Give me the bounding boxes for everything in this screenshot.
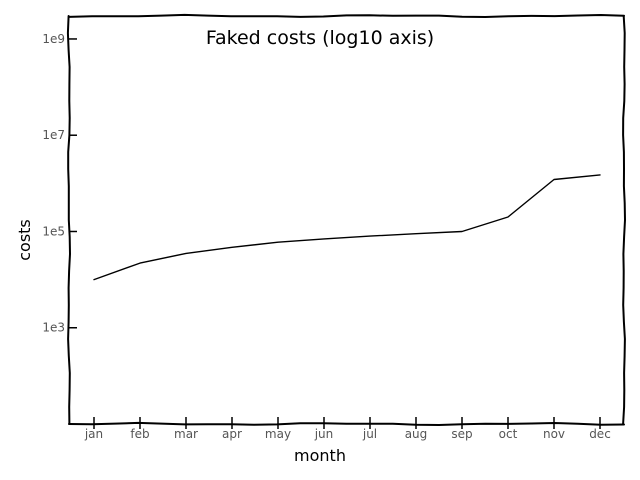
series-line — [93, 174, 601, 281]
x-tick-label: jan — [84, 427, 103, 441]
axes-frame-bottom — [68, 421, 625, 426]
x-tick-label: jul — [362, 427, 377, 441]
x-tick-label: aug — [405, 427, 428, 441]
chart-title: Faked costs (log10 axis) — [206, 27, 434, 49]
x-tick-label: oct — [499, 427, 518, 441]
y-tick-label: 1e9 — [42, 32, 65, 46]
x-tick-label: may — [265, 427, 291, 441]
y-axis-label: costs — [15, 219, 34, 261]
axes-frame-right — [622, 15, 626, 425]
y-tick-label: 1e7 — [42, 128, 65, 142]
axes-frame-top — [68, 13, 625, 18]
x-tick-label: dec — [589, 427, 611, 441]
x-tick-label: apr — [222, 427, 242, 441]
x-tick-label: sep — [451, 427, 472, 441]
x-tick-label: feb — [130, 427, 149, 441]
x-tick-label: mar — [174, 427, 198, 441]
x-axis-label: month — [294, 446, 346, 465]
y-tick-label: 1e5 — [42, 224, 65, 238]
x-tick-label: jun — [314, 427, 334, 441]
axes-frame-left — [66, 15, 71, 425]
y-tick-label: 1e3 — [42, 321, 65, 335]
x-tick-label: nov — [543, 427, 565, 441]
